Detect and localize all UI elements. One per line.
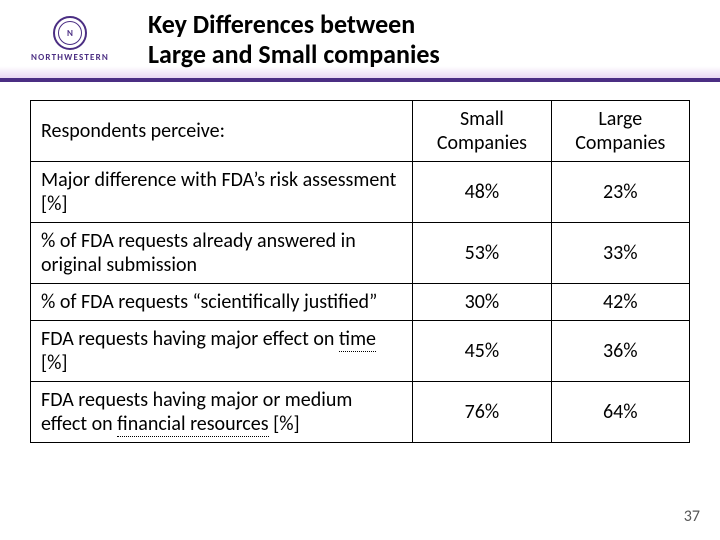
col-header-large: Large Companies (551, 100, 689, 161)
cell-small: 45% (413, 320, 551, 381)
page-number: 37 (684, 507, 700, 526)
cell-large: 33% (551, 222, 689, 283)
header-bar: N NORTHWESTERN Key Differences between L… (0, 0, 720, 82)
col-header-small: Small Companies (413, 100, 551, 161)
cell-small: 30% (413, 283, 551, 320)
row-label: % of FDA requests already answered in or… (31, 222, 413, 283)
table-row: % of FDA requests already answered in or… (31, 222, 690, 283)
wordmark: NORTHWESTERN (31, 52, 109, 63)
cell-large: 36% (551, 320, 689, 381)
slide: N NORTHWESTERN Key Differences between L… (0, 0, 720, 540)
slide-title: Key Differences between Large and Small … (148, 10, 440, 70)
data-table-container: Respondents perceive: Small Companies La… (0, 82, 720, 443)
table-header-row: Respondents perceive: Small Companies La… (31, 100, 690, 161)
university-seal-icon: N (53, 16, 87, 50)
cell-small: 48% (413, 161, 551, 222)
row-label: Major difference with FDA’s risk assessm… (31, 161, 413, 222)
table-row: % of FDA requests “scientifically justif… (31, 283, 690, 320)
cell-large: 42% (551, 283, 689, 320)
table-row: FDA requests having major or medium effe… (31, 381, 690, 442)
logo: N NORTHWESTERN (20, 16, 120, 63)
col-header-label: Respondents perceive: (31, 100, 413, 161)
cell-large: 64% (551, 381, 689, 442)
cell-large: 23% (551, 161, 689, 222)
cell-small: 53% (413, 222, 551, 283)
table-row: FDA requests having major effect on time… (31, 320, 690, 381)
cell-small: 76% (413, 381, 551, 442)
table-row: Major difference with FDA’s risk assessm… (31, 161, 690, 222)
row-label: FDA requests having major or medium effe… (31, 381, 413, 442)
row-label: % of FDA requests “scientifically justif… (31, 283, 413, 320)
row-label: FDA requests having major effect on time… (31, 320, 413, 381)
data-table: Respondents perceive: Small Companies La… (30, 100, 690, 443)
